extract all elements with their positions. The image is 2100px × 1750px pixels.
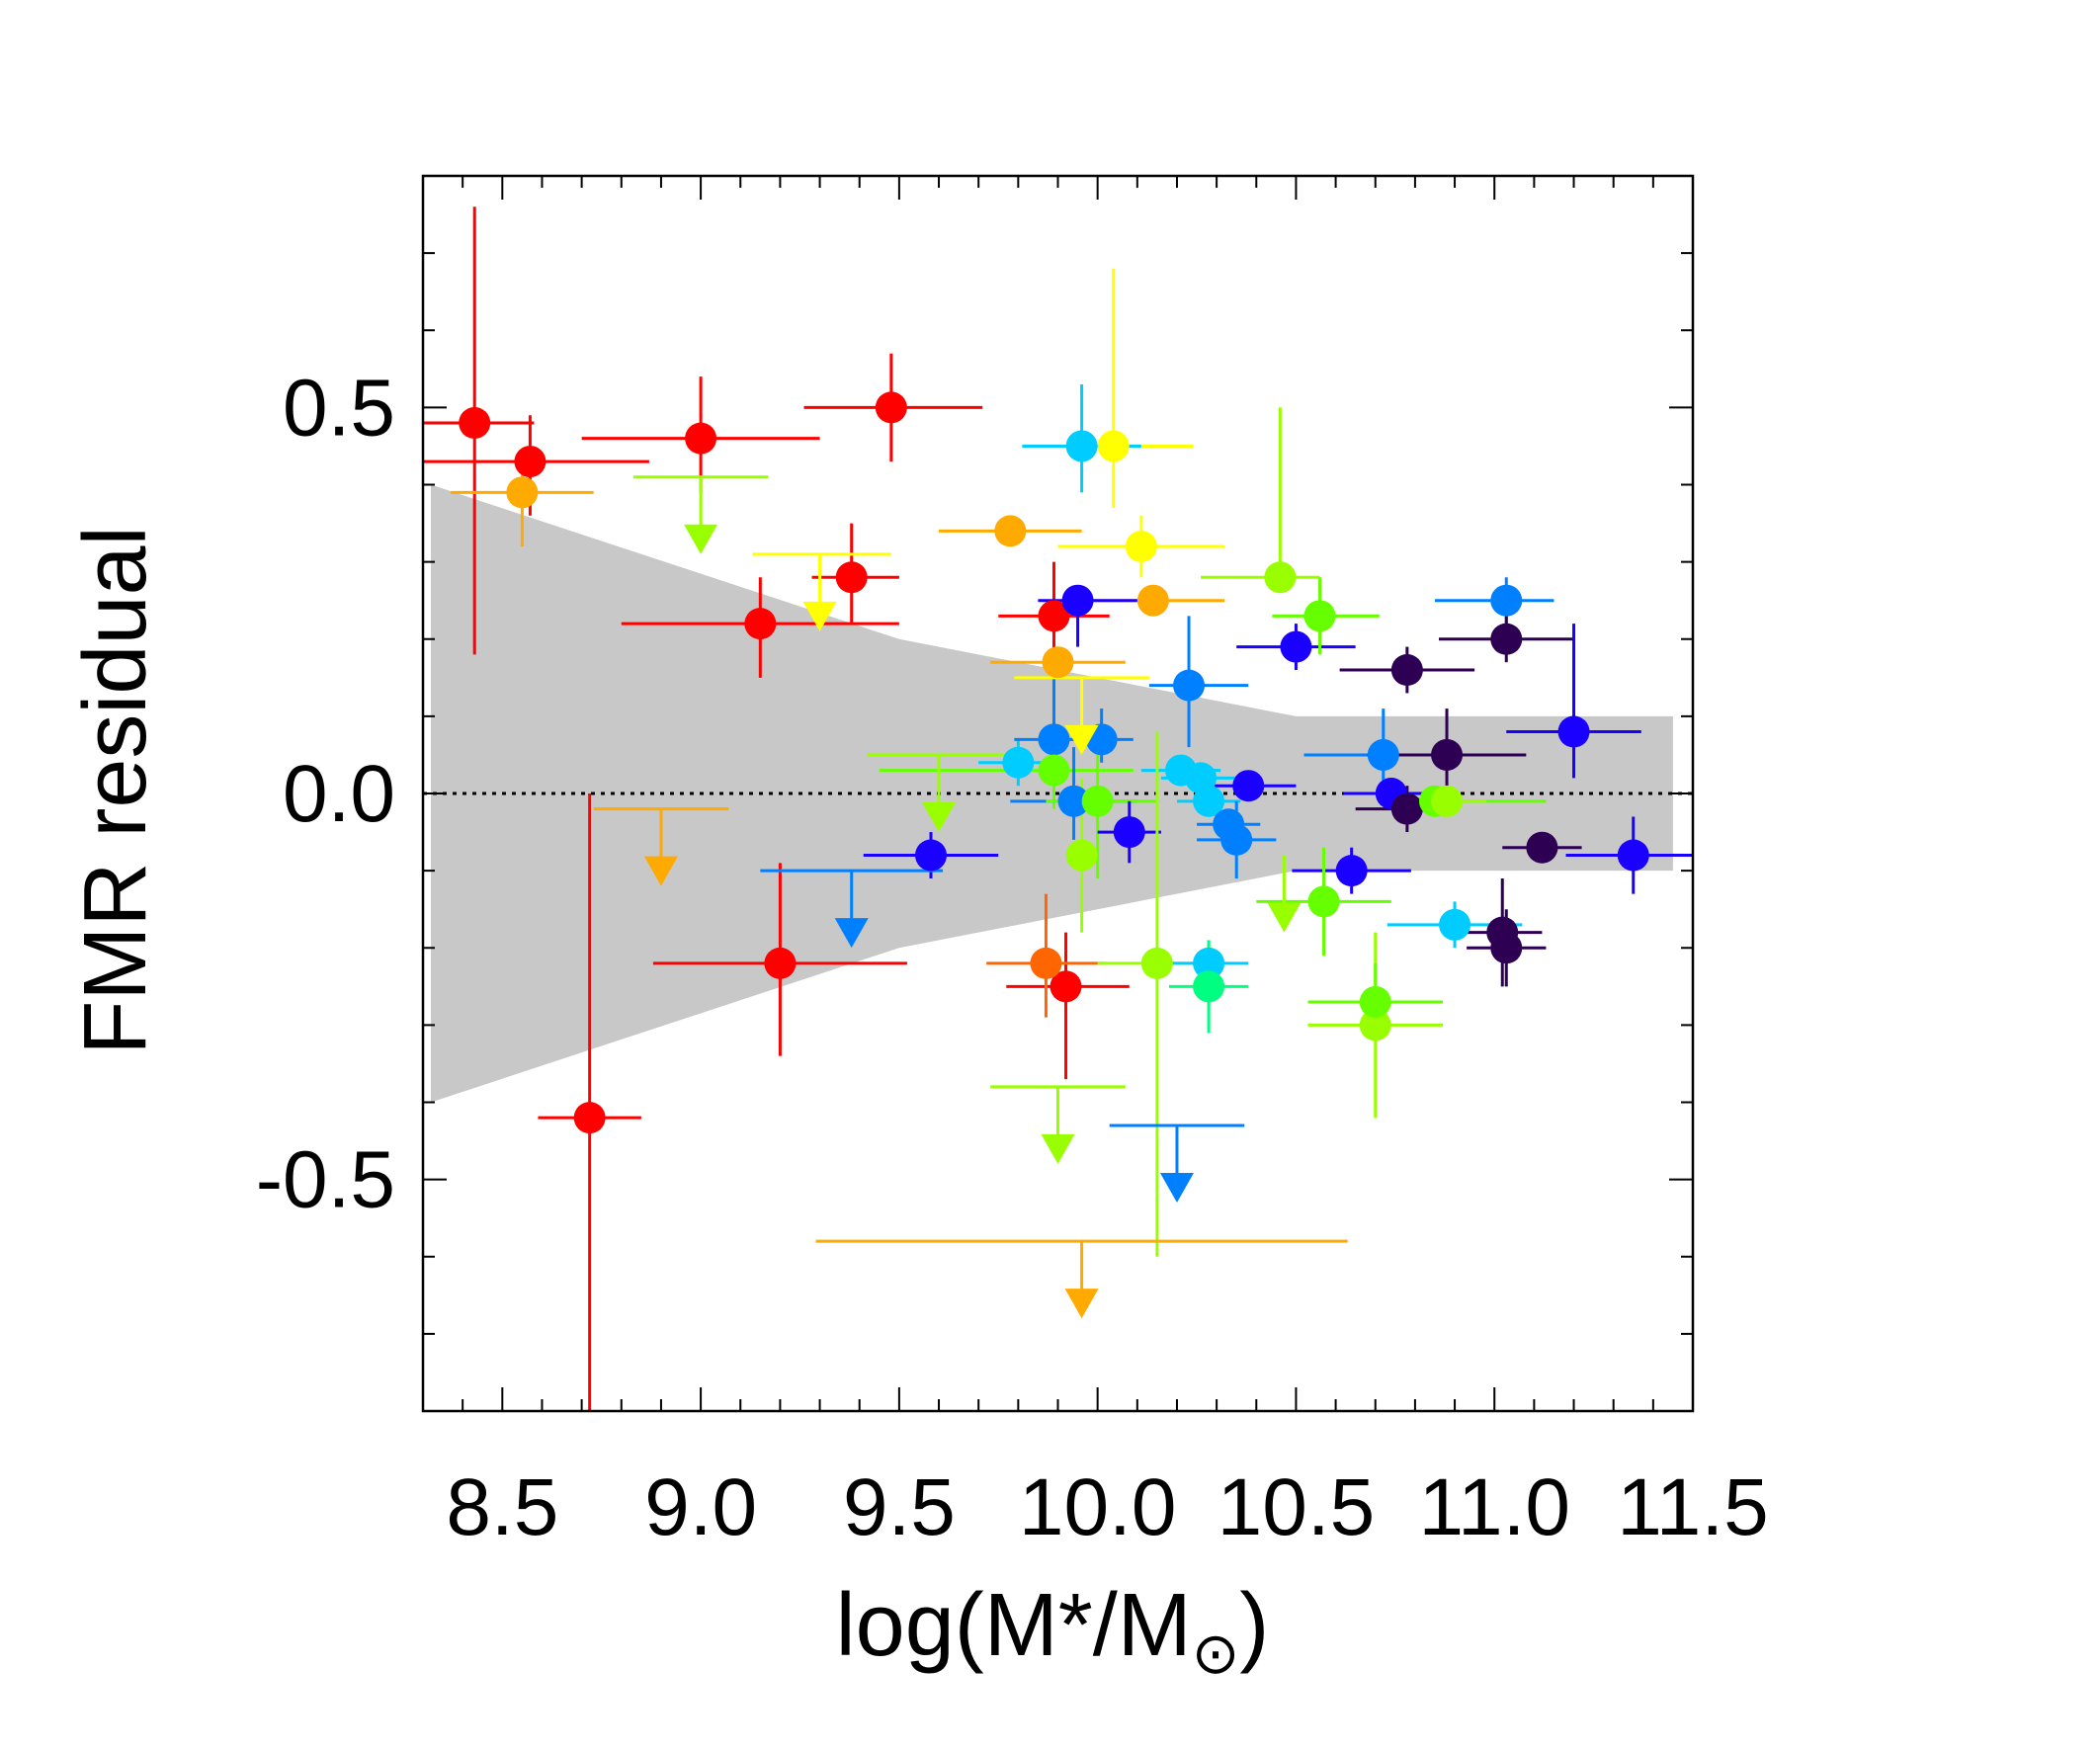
data-point xyxy=(1490,584,1523,617)
data-point xyxy=(1097,430,1130,462)
data-point xyxy=(1193,970,1225,1003)
scatter-band xyxy=(431,484,1673,1103)
data-point xyxy=(459,407,491,439)
x-tick-label: 10.0 xyxy=(1019,1462,1177,1552)
data-point xyxy=(915,839,947,872)
data-point xyxy=(1431,785,1464,817)
data-point xyxy=(1061,584,1094,617)
upper-limit-marker xyxy=(1064,1289,1099,1319)
y-tick-label: -0.5 xyxy=(256,1135,395,1225)
data-point xyxy=(835,561,868,594)
upper-limit-marker xyxy=(1064,724,1099,755)
data-point xyxy=(1335,855,1368,887)
upper-limit-marker xyxy=(922,801,957,832)
data-point xyxy=(1390,654,1423,686)
data-point xyxy=(994,515,1027,547)
data-point xyxy=(685,422,717,455)
data-point xyxy=(1280,630,1312,663)
x-tick-label: 9.5 xyxy=(843,1462,956,1552)
data-point xyxy=(1390,792,1423,825)
x-tick-label: 8.5 xyxy=(446,1462,558,1552)
upper-limit-marker xyxy=(643,856,678,886)
upper-limit-marker xyxy=(834,918,869,949)
axis-ticks xyxy=(422,175,1694,1412)
data-point xyxy=(1193,785,1225,817)
x-tick-label: 9.0 xyxy=(644,1462,757,1552)
data-point xyxy=(1193,947,1225,979)
data-point xyxy=(1367,738,1399,771)
data-point xyxy=(1307,885,1340,918)
data-point xyxy=(1439,908,1471,941)
x-axis-label-end: ) xyxy=(1239,1576,1269,1675)
data-point-layer xyxy=(459,391,1649,1319)
data-point xyxy=(1220,823,1253,856)
data-point xyxy=(506,476,539,509)
data-point xyxy=(1038,754,1070,787)
x-tick-label: 10.5 xyxy=(1218,1462,1376,1552)
upper-limit-marker xyxy=(1267,902,1302,933)
x-tick-label: 11.5 xyxy=(1617,1462,1769,1552)
data-point xyxy=(1136,584,1169,617)
x-axis-label: log(M*/M⊙) xyxy=(836,1576,1270,1686)
data-point xyxy=(1030,947,1062,979)
data-point xyxy=(1617,839,1649,872)
data-point xyxy=(1431,738,1464,771)
y-tick-labels: -0.5 0.0 0.5 xyxy=(256,363,395,1224)
y-axis-label: FMR residual xyxy=(66,526,165,1054)
x-tick-label: 11.0 xyxy=(1418,1462,1570,1552)
data-point xyxy=(1113,816,1145,849)
data-point xyxy=(764,947,797,979)
data-point xyxy=(1557,715,1590,748)
data-point xyxy=(1125,531,1157,562)
y-tick-label: 0.5 xyxy=(283,363,395,453)
data-point xyxy=(1065,430,1098,462)
data-point xyxy=(1081,785,1114,817)
data-point xyxy=(1038,723,1070,756)
data-point xyxy=(1140,947,1173,979)
data-point xyxy=(1359,985,1391,1018)
data-point xyxy=(1303,600,1336,632)
upper-limit-marker xyxy=(1041,1133,1075,1164)
data-point xyxy=(573,1102,606,1134)
data-point xyxy=(744,608,777,640)
data-point xyxy=(1042,646,1074,679)
data-point xyxy=(1232,770,1265,802)
data-point xyxy=(1490,623,1523,655)
data-point xyxy=(1057,785,1090,817)
data-point xyxy=(1526,831,1558,864)
upper-limit-marker xyxy=(802,601,837,631)
upper-limit-marker xyxy=(1159,1172,1194,1203)
data-point xyxy=(1002,746,1035,779)
data-point xyxy=(1065,839,1098,872)
x-axis-label-sub: ⊙ xyxy=(1192,1622,1240,1686)
data-point xyxy=(514,446,546,478)
data-point xyxy=(1038,600,1070,632)
data-point xyxy=(1490,932,1523,964)
x-axis-label-main: log(M*/M xyxy=(836,1576,1192,1675)
data-point xyxy=(1264,561,1297,594)
x-tick-labels: 8.5 9.0 9.5 10.0 10.5 11.0 11.5 xyxy=(446,1462,1768,1552)
data-point xyxy=(1359,1009,1391,1042)
upper-limit-marker xyxy=(684,524,718,554)
y-tick-label: 0.0 xyxy=(283,749,395,839)
data-point xyxy=(875,391,907,424)
scatter-band-layer xyxy=(431,484,1673,1103)
data-point xyxy=(1173,669,1206,702)
data-point xyxy=(1050,970,1082,1003)
